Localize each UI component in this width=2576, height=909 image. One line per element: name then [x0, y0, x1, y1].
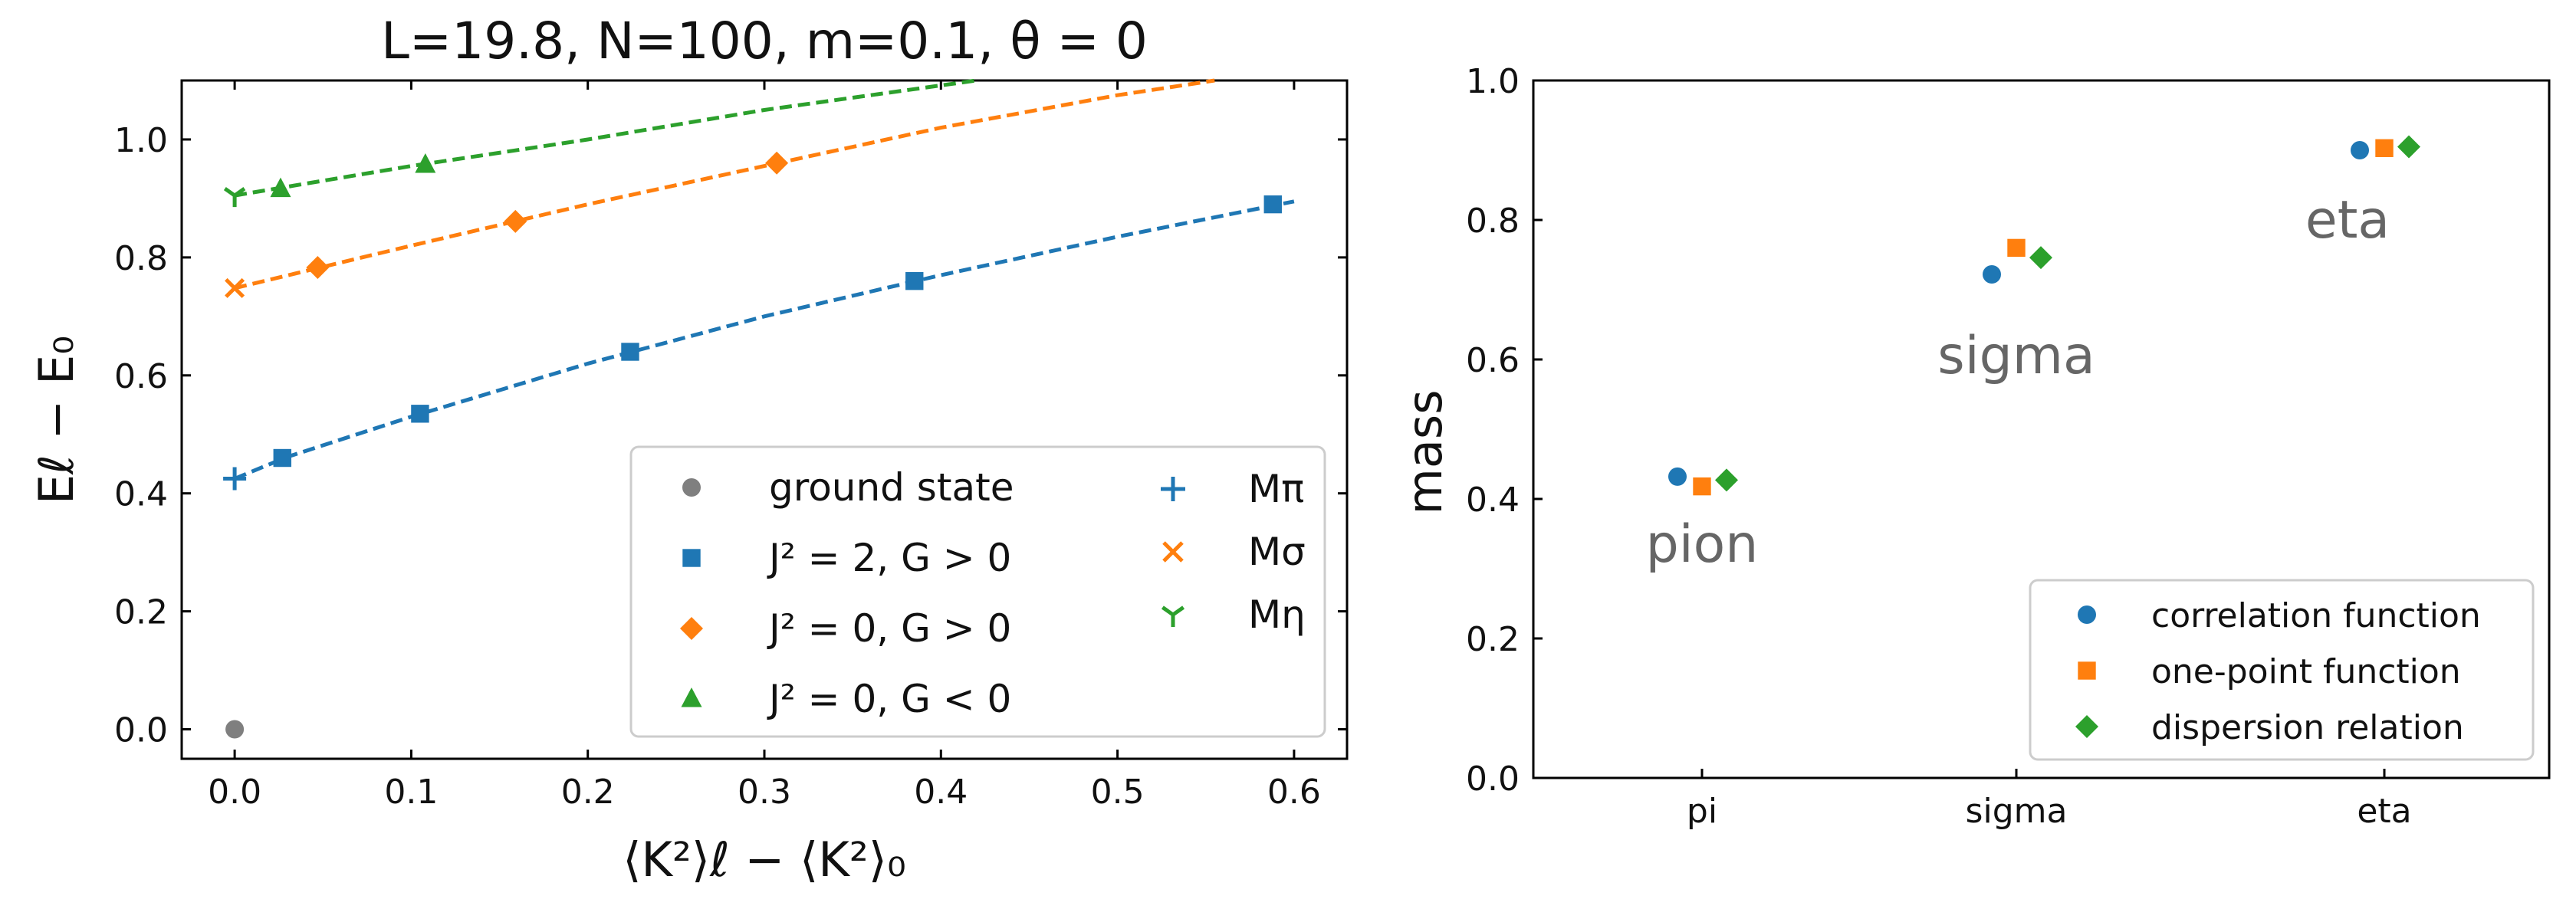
legend-marker-m: [1161, 605, 1185, 627]
point-j-2-g-0: [621, 343, 639, 361]
point-correlation-function: [1983, 264, 2001, 284]
legend-marker-j-0-g-0: [681, 687, 702, 707]
point-dispersion-relation: [1715, 468, 1738, 492]
left-chart: L=19.8, N=100, m=0.1, θ = 0 0.0 0.1 0.2 0.3…: [28, 11, 1349, 888]
legend-label: Mπ: [1248, 467, 1304, 511]
right-y-tick-label: 0.2: [1466, 620, 1520, 659]
legend-marker-m: [1162, 541, 1184, 563]
left-x-tick-label: 0.4: [914, 773, 968, 812]
right-legend-box: [2029, 579, 2535, 761]
point-j-0-g-0: [504, 209, 527, 233]
fit-line-j-0-g-0: [234, 78, 977, 198]
left-x-tick-label: 0.2: [561, 773, 615, 812]
left-x-tick-label: 0.5: [1091, 773, 1145, 812]
legend-marker-m: [1161, 477, 1185, 501]
point-j-2-g-0: [273, 448, 291, 468]
right-x-tick-label: eta: [2357, 792, 2411, 831]
point-correlation-function: [2351, 141, 2369, 159]
point-ground-state: [225, 720, 245, 739]
point-dispersion-relation: [2397, 135, 2420, 159]
legend-marker-correlation-function: [2078, 605, 2096, 624]
right-x-tick-label: sigma: [1966, 792, 2068, 831]
point-j-0-g-0: [415, 153, 436, 173]
point-j-0-g-0: [306, 255, 330, 279]
left-axis-ticks: 0.0 0.1 0.2 0.3 0.4 0.5 0.6 0.0 0.2 0.4 0.6 0.8 1.0: [114, 80, 1347, 812]
right-y-tick-label: 1.0: [1466, 62, 1520, 101]
legend-label: Mσ: [1248, 530, 1306, 574]
right-y-axis-label: mass: [1397, 390, 1453, 515]
legend-label: J² = 0, G > 0: [767, 606, 1011, 651]
left-legend-box: [629, 445, 1326, 738]
left-x-tick-label: 0.0: [208, 773, 261, 812]
point-j-0-g-0: [270, 177, 291, 198]
left-y-tick-label: 0.6: [114, 357, 168, 396]
legend-marker-j-2-g-0: [682, 549, 701, 567]
point-m: [225, 277, 245, 298]
left-legend: ground state J² = 2, G > 0 J² = 0, G > 0 J²…: [629, 445, 1326, 738]
legend-marker-ground-state: [682, 478, 701, 497]
left-x-tick-label: 0.1: [384, 773, 438, 812]
point-dispersion-relation: [2029, 246, 2052, 270]
right-chart: pi sigma eta 0.0 0.2 0.4 0.6 0.8 1.0 pion sigma et…: [1397, 62, 2551, 831]
point-j-2-g-0: [1263, 195, 1282, 214]
legend-label: J² = 2, G > 0: [767, 536, 1011, 580]
point-j-2-g-0: [411, 405, 429, 423]
legend-marker-one-point-function: [2078, 661, 2096, 680]
point-correlation-function: [1668, 467, 1687, 486]
left-y-tick-label: 0.2: [114, 593, 168, 632]
left-data-points: [223, 151, 1282, 739]
point-one-point-function: [2375, 139, 2394, 157]
legend-label: J² = 0, G < 0: [767, 677, 1011, 721]
point-one-point-function: [2007, 238, 2026, 258]
right-y-tick-label: 0.8: [1466, 202, 1520, 241]
right-y-tick-label: 0.0: [1466, 760, 1520, 799]
right-plot-frame: [1532, 79, 2551, 779]
fit-line-j-0-g-0: [234, 78, 1215, 290]
left-chart-title: L=19.8, N=100, m=0.1, θ = 0: [381, 11, 1148, 71]
left-y-tick-label: 1.0: [114, 121, 168, 160]
right-data-points: [1668, 135, 2420, 496]
left-y-axis-label: Eℓ − E₀: [28, 336, 84, 504]
right-y-tick-label: 0.4: [1466, 481, 1520, 520]
annotation-sigma: sigma: [1937, 326, 2095, 386]
legend-label: Mη: [1248, 592, 1306, 637]
right-x-tick-label: pi: [1687, 792, 1717, 831]
left-y-tick-label: 0.0: [114, 711, 168, 750]
point-j-2-g-0: [905, 271, 924, 290]
point-m: [223, 187, 246, 208]
right-annotations: pion sigma eta: [1646, 190, 2390, 575]
left-y-tick-label: 0.4: [114, 475, 168, 514]
legend-label: ground state: [769, 465, 1014, 510]
fit-line-j-2-g-0: [234, 199, 1295, 481]
right-y-tick-label: 0.6: [1466, 341, 1520, 380]
legend-label: correlation function: [2151, 596, 2481, 635]
left-y-tick-label: 0.8: [114, 239, 168, 278]
legend-label: one-point function: [2151, 652, 2461, 691]
right-axis-ticks: pi sigma eta 0.0 0.2 0.4 0.6 0.8 1.0: [1466, 62, 2412, 831]
point-m: [223, 467, 247, 491]
left-fit-lines: [234, 78, 1295, 481]
left-x-tick-label: 0.3: [738, 773, 791, 812]
annotation-eta: eta: [2305, 190, 2390, 251]
left-x-tick-label: 0.6: [1267, 773, 1321, 812]
annotation-pion: pion: [1646, 514, 1759, 575]
point-one-point-function: [1693, 477, 1711, 496]
left-x-axis-label: ⟨K²⟩ℓ − ⟨K²⟩₀: [623, 832, 906, 888]
legend-marker-dispersion-relation: [2075, 715, 2098, 738]
legend-marker-j-0-g-0: [680, 617, 703, 640]
right-legend: correlation function one-point function di…: [2029, 579, 2535, 761]
point-j-0-g-0: [765, 151, 789, 175]
legend-label: dispersion relation: [2151, 708, 2464, 747]
